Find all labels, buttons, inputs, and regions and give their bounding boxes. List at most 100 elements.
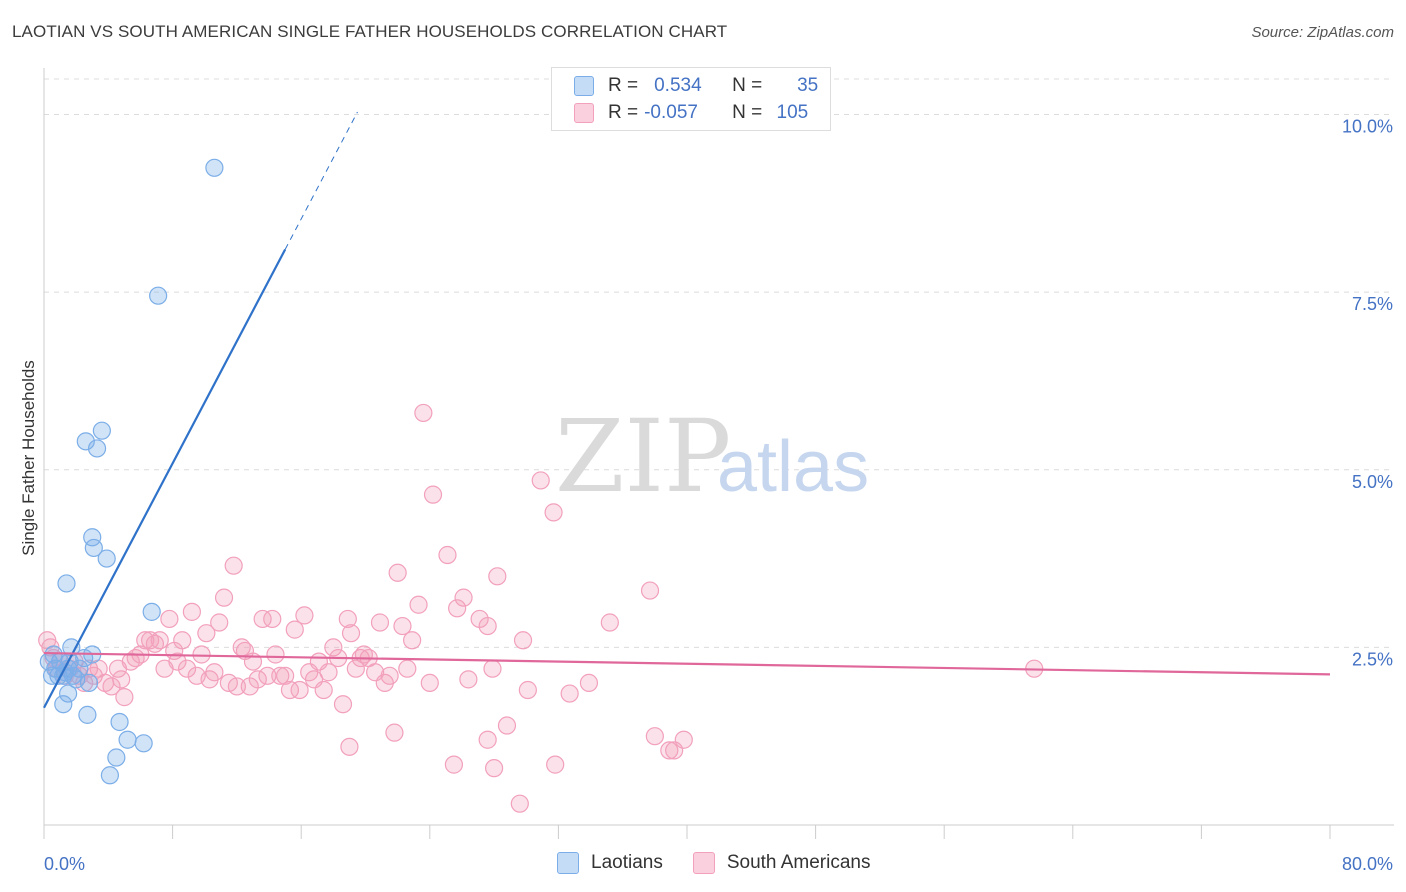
laotians-point xyxy=(142,602,161,621)
laotians-point xyxy=(44,645,63,664)
south-americans-point xyxy=(380,666,399,685)
laotians-point xyxy=(92,421,111,440)
legend-label-laotians: Laotians xyxy=(591,852,663,873)
series-laotians xyxy=(39,158,224,785)
south-americans-point xyxy=(314,680,333,700)
y-tick-label: 5.0% xyxy=(1352,472,1393,492)
south-americans-point xyxy=(338,609,357,629)
south-americans-point xyxy=(478,730,497,749)
south-americans-point xyxy=(483,659,502,678)
x-tick-label: 80.0% xyxy=(1342,854,1393,874)
r-value: 0.534 xyxy=(654,75,702,96)
laotians-trend-extension xyxy=(284,111,358,250)
n-label: N = xyxy=(732,102,763,123)
axes xyxy=(43,68,1394,839)
laotians-point xyxy=(84,538,103,558)
south-americans-point xyxy=(544,503,563,522)
south-americans-point xyxy=(414,403,433,423)
south-americans-point xyxy=(531,471,550,490)
south-americans-point xyxy=(488,567,507,586)
legend-item-south-americans[interactable]: South Americans xyxy=(692,852,871,874)
south-americans-point xyxy=(454,588,473,607)
laotians-point xyxy=(59,684,78,703)
laotians-point xyxy=(87,439,107,458)
south-americans-point xyxy=(276,666,295,685)
r-value: -0.057 xyxy=(644,102,698,123)
south-americans-point xyxy=(112,670,131,689)
south-americans-point xyxy=(448,599,467,618)
south-americans-point xyxy=(423,485,443,504)
laotians-point xyxy=(149,286,168,305)
south-americans-point xyxy=(444,755,464,774)
south-americans-point xyxy=(510,794,529,813)
y-tick-label: 2.5% xyxy=(1352,649,1393,669)
south-americans-point xyxy=(560,684,579,703)
south-americans-point xyxy=(518,680,537,700)
south-americans-point xyxy=(341,624,361,643)
south-americans-point xyxy=(253,609,272,629)
source-label: Source: ZipAtlas.com xyxy=(1251,24,1394,41)
laotians-point xyxy=(118,730,137,749)
south-americans-point xyxy=(160,609,179,629)
y-tick-label: 7.5% xyxy=(1352,294,1393,314)
laotians-point xyxy=(70,659,89,678)
south-americans-point xyxy=(290,680,309,700)
south-americans-point xyxy=(295,606,314,625)
south-americans-swatch xyxy=(574,103,594,123)
south-americans-point xyxy=(280,680,300,700)
south-americans-point xyxy=(478,616,497,636)
south-americans-point xyxy=(319,663,338,682)
south-americans-point xyxy=(485,759,504,778)
n-label: N = xyxy=(732,75,763,96)
south-americans-point xyxy=(266,645,285,664)
south-americans-point xyxy=(385,723,404,742)
south-americans-point xyxy=(177,659,197,678)
south-americans-point xyxy=(168,652,187,671)
south-americans-point xyxy=(393,616,412,636)
laotians-swatch xyxy=(574,76,594,96)
watermark-atlas: atlas xyxy=(717,427,869,507)
trend-lines xyxy=(43,111,1331,709)
south-americans-point xyxy=(285,620,304,639)
south-americans-point xyxy=(271,666,290,685)
legend-label-south-americans: South Americans xyxy=(726,852,871,873)
south-americans-point xyxy=(665,741,684,760)
gridlines xyxy=(44,78,1394,648)
south-americans-point xyxy=(420,673,439,693)
n-value: 105 xyxy=(776,102,809,123)
laotians-point xyxy=(107,748,126,767)
chart-title: LAOTIAN VS SOUTH AMERICAN SINGLE FATHER … xyxy=(12,22,728,41)
legend-item-laotians[interactable]: Laotians xyxy=(557,852,663,874)
laotians-point xyxy=(63,666,83,685)
laotians-point xyxy=(78,705,97,724)
south-americans-point xyxy=(324,638,343,657)
laotians-point xyxy=(57,574,76,593)
south-americans-trend-line xyxy=(43,651,1331,676)
south-americans-point xyxy=(248,670,267,689)
laotians-point xyxy=(76,432,95,451)
laotians-point xyxy=(110,712,129,732)
legend-row-south-americans: R = -0.057 N = 105 xyxy=(574,101,808,125)
south-americans-point xyxy=(398,659,417,678)
y-tick-labels: 2.5% 5.0% 7.5% 10.0% xyxy=(1342,117,1393,670)
south-americans-point xyxy=(150,631,169,650)
south-americans-point xyxy=(205,663,224,682)
y-tick-label: 10.0% xyxy=(1342,117,1393,137)
south-americans-point xyxy=(224,556,243,575)
x-tick-label: 0.0% xyxy=(44,854,85,874)
south-americans-point xyxy=(459,670,478,689)
south-americans-point xyxy=(370,613,390,632)
laotians-point xyxy=(79,673,99,693)
laotians-point xyxy=(100,766,120,785)
series-legend: Laotians South Americans xyxy=(557,852,900,874)
x-tick-labels: 0.0% 80.0% xyxy=(44,854,1393,874)
south-americans-point xyxy=(115,688,134,707)
south-americans-point xyxy=(227,677,246,696)
south-americans-point xyxy=(182,602,201,621)
correlation-legend: R = 0.534 N = 35 R = -0.057 N = 105 xyxy=(551,67,831,131)
south-americans-point xyxy=(497,716,517,735)
r-label: R = xyxy=(608,75,639,96)
legend-row-laotians: R = 0.534 N = 35 xyxy=(574,74,818,98)
laotians-point xyxy=(97,549,116,568)
